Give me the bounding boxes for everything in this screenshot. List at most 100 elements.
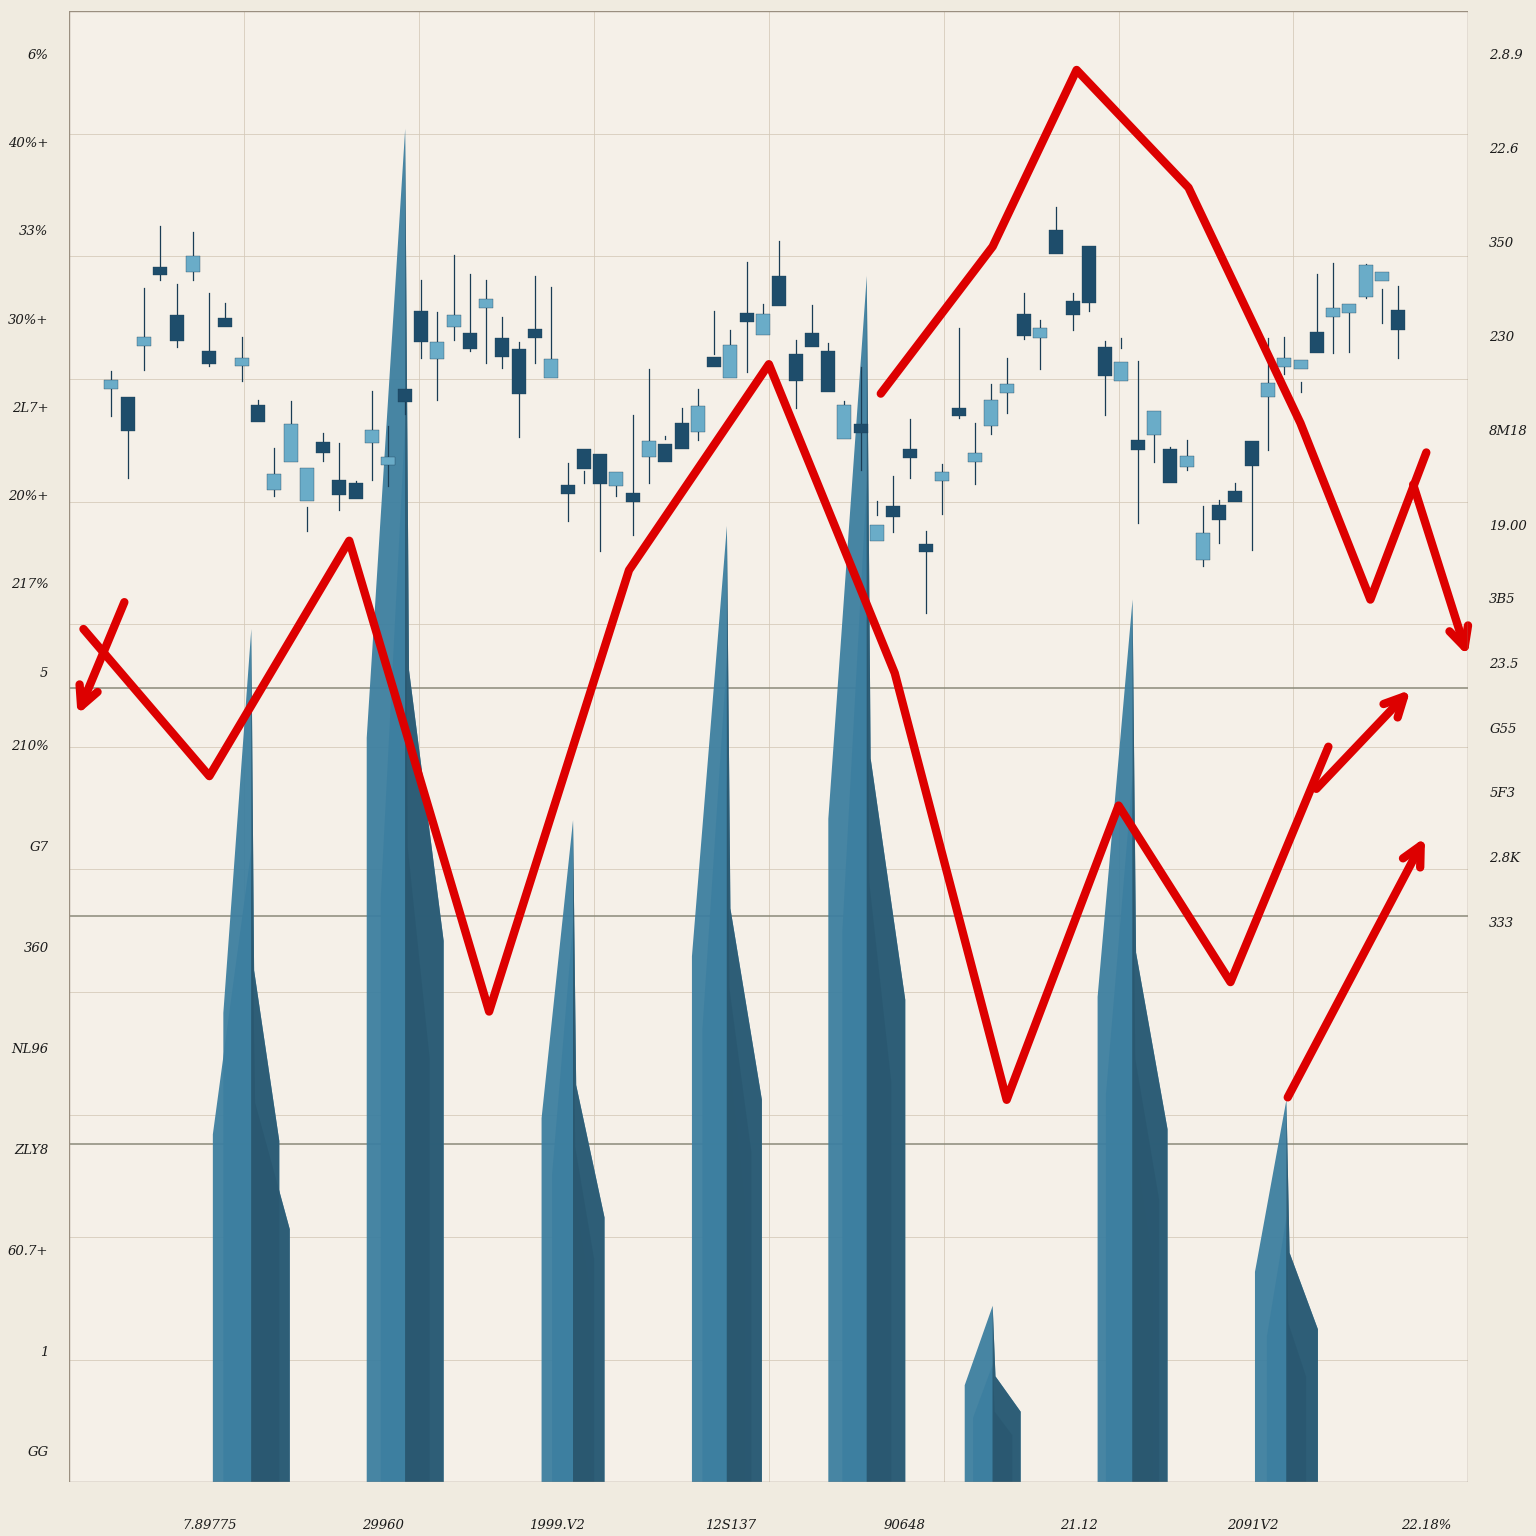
Bar [1359,266,1373,296]
Bar [985,399,998,425]
Bar [137,336,151,346]
Text: 230: 230 [1490,332,1514,344]
Polygon shape [866,482,891,1482]
Polygon shape [727,776,745,1482]
Bar [1163,449,1177,482]
Bar [578,450,591,468]
Bar [218,318,232,327]
Bar [1310,332,1324,353]
Bar [968,453,982,462]
Bar [300,468,313,501]
Bar [1244,441,1258,465]
Polygon shape [828,276,905,1482]
Polygon shape [866,276,905,1482]
Polygon shape [702,659,751,1482]
Text: NL96: NL96 [11,1043,49,1055]
Polygon shape [573,923,594,1482]
Polygon shape [406,129,444,1482]
Polygon shape [573,1012,590,1482]
Text: 360: 360 [23,942,49,955]
Bar [381,456,395,465]
Bar [413,310,429,343]
Bar [903,449,917,458]
Bar [756,313,770,335]
Text: 33%: 33% [18,226,49,238]
Bar [398,390,412,402]
Polygon shape [1287,1218,1306,1482]
Bar [822,352,836,392]
Bar [854,424,868,433]
Bar [593,453,607,484]
Polygon shape [974,1364,1012,1482]
Text: 3B5: 3B5 [1490,593,1516,607]
Bar [659,444,673,462]
Bar [1034,329,1048,338]
Bar [462,333,476,349]
Bar [773,276,786,306]
Text: 7.89775: 7.89775 [183,1519,237,1531]
Text: 40%+: 40%+ [8,137,49,151]
Text: 23.5: 23.5 [1490,657,1519,671]
Text: 20%+: 20%+ [8,490,49,504]
Bar [805,333,819,347]
Polygon shape [1255,1100,1318,1482]
Bar [1049,230,1063,253]
Polygon shape [727,525,762,1482]
Bar [104,381,118,389]
Bar [430,343,444,359]
Bar [169,315,184,341]
Polygon shape [1267,1218,1306,1482]
Text: 21.12: 21.12 [1060,1519,1098,1531]
Bar [1326,309,1341,316]
Bar [935,472,949,481]
Polygon shape [381,422,430,1482]
Bar [1017,313,1031,336]
Text: 6%: 6% [28,49,49,61]
Polygon shape [214,849,290,1482]
Bar [1180,456,1193,467]
Bar [1197,533,1210,561]
Bar [544,359,558,378]
Bar [788,353,803,381]
Text: 2.8.9: 2.8.9 [1490,49,1522,61]
Text: 60.7+: 60.7+ [8,1244,49,1258]
Polygon shape [252,849,290,1482]
Bar [674,422,688,449]
Polygon shape [1132,599,1167,1482]
Polygon shape [1114,923,1152,1482]
Bar [1229,490,1243,502]
Text: 1999.V2: 1999.V2 [530,1519,585,1531]
Polygon shape [842,482,891,1482]
Bar [235,358,249,367]
Bar [447,315,461,327]
Bar [1212,505,1226,519]
Bar [1081,246,1095,303]
Text: G7: G7 [29,842,49,854]
Text: 2091V2: 2091V2 [1227,1519,1278,1531]
Bar [496,338,510,356]
Bar [1278,358,1292,367]
Bar [1000,384,1014,393]
Bar [349,484,362,499]
Polygon shape [556,1012,590,1482]
Bar [869,525,885,541]
Polygon shape [573,820,605,1482]
Text: 29960: 29960 [362,1519,404,1531]
Bar [1293,361,1307,369]
Bar [1392,310,1405,330]
Text: 19.00: 19.00 [1490,519,1527,533]
Text: ZLY8: ZLY8 [14,1144,49,1157]
Text: 350: 350 [1490,237,1514,250]
Bar [284,424,298,462]
Bar [528,329,542,338]
Text: 333: 333 [1490,917,1514,929]
Polygon shape [542,820,605,1482]
Polygon shape [406,422,430,1482]
Bar [707,356,722,367]
Polygon shape [1132,923,1152,1482]
Bar [479,300,493,309]
Bar [186,257,200,272]
Text: 2L7+: 2L7+ [12,402,49,415]
Bar [642,441,656,456]
Text: 2.8K: 2.8K [1490,852,1521,865]
